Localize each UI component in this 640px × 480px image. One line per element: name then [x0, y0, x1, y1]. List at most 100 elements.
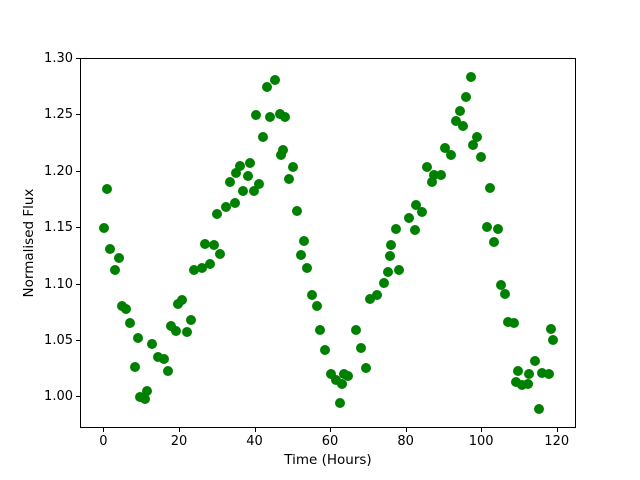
data-point — [496, 279, 507, 290]
data-point — [269, 75, 280, 86]
data-point — [421, 162, 432, 173]
data-point — [258, 131, 269, 142]
y-tick-mark — [76, 170, 80, 172]
data-point — [335, 398, 346, 409]
data-point — [534, 403, 545, 414]
data-point — [110, 264, 121, 275]
x-tick-label: 40 — [246, 434, 263, 449]
x-tick-label: 120 — [544, 434, 570, 449]
data-point — [242, 171, 253, 182]
data-point — [215, 249, 226, 260]
x-tick-mark — [254, 428, 256, 432]
data-point — [230, 198, 241, 209]
y-tick-mark — [76, 283, 80, 285]
data-point — [365, 294, 376, 305]
data-point — [530, 356, 541, 367]
data-point — [457, 120, 468, 131]
y-tick-label: 1.15 — [44, 220, 73, 236]
data-point — [548, 334, 559, 345]
data-point — [254, 179, 265, 190]
data-point — [185, 314, 196, 325]
data-point — [172, 298, 183, 309]
data-point — [394, 264, 405, 275]
data-point — [351, 324, 362, 335]
data-point — [391, 224, 402, 235]
data-point — [165, 321, 176, 332]
data-point — [311, 301, 322, 312]
y-tick-label: 1.25 — [44, 107, 73, 123]
data-point — [278, 145, 289, 156]
x-tick-label: 100 — [468, 434, 494, 449]
data-point — [509, 317, 520, 328]
data-point — [225, 176, 236, 187]
data-point — [537, 367, 548, 378]
data-point — [440, 143, 451, 154]
data-point — [371, 289, 382, 300]
data-point — [320, 345, 331, 356]
data-point — [302, 262, 313, 273]
data-point — [379, 278, 390, 289]
data-point — [385, 251, 396, 262]
y-tick-mark — [76, 114, 80, 116]
data-point — [182, 326, 193, 337]
data-point — [511, 376, 522, 387]
data-point — [200, 239, 211, 249]
y-tick-mark — [76, 58, 80, 59]
y-tick-mark — [76, 340, 80, 341]
data-point — [120, 304, 131, 315]
data-point — [292, 206, 303, 217]
data-point — [298, 235, 309, 246]
data-point — [411, 199, 422, 210]
data-point — [211, 208, 222, 219]
data-point — [130, 361, 141, 372]
data-point — [230, 167, 241, 178]
data-point — [196, 262, 207, 273]
data-point — [361, 363, 372, 374]
data-point — [208, 240, 219, 251]
x-tick-mark — [556, 428, 558, 432]
data-point — [417, 207, 428, 218]
data-point — [476, 152, 487, 163]
y-tick-label: 1.10 — [44, 276, 73, 292]
data-point — [163, 366, 174, 377]
data-point — [275, 109, 286, 120]
y-tick-label: 1.00 — [44, 389, 73, 405]
data-point — [250, 110, 261, 121]
data-point — [499, 288, 510, 299]
data-point — [158, 354, 169, 365]
data-point — [481, 222, 492, 233]
x-tick-mark — [481, 428, 483, 432]
data-point — [355, 342, 366, 353]
data-point — [171, 325, 182, 336]
data-point — [436, 170, 446, 181]
x-tick-mark — [103, 428, 105, 432]
data-point — [315, 324, 326, 335]
data-point — [265, 111, 276, 122]
data-point — [102, 183, 113, 194]
data-point — [450, 116, 461, 127]
y-axis-label: Normalised Flux — [21, 188, 37, 298]
data-point — [517, 380, 528, 390]
data-point — [403, 213, 414, 224]
data-point — [262, 82, 273, 93]
data-point — [140, 393, 151, 404]
data-point — [383, 267, 394, 278]
y-tick-label: 1.30 — [44, 51, 73, 66]
data-point — [503, 316, 514, 327]
data-point — [113, 252, 124, 263]
x-axis-label: Time (Hours) — [284, 452, 372, 468]
y-tick-mark — [76, 396, 80, 398]
data-point — [275, 149, 286, 160]
y-tick-label: 1.20 — [44, 163, 73, 179]
data-point — [284, 173, 295, 184]
x-tick-label: 80 — [397, 434, 414, 449]
data-point — [176, 295, 187, 306]
data-point — [455, 105, 466, 116]
data-point — [142, 385, 153, 396]
data-point — [465, 72, 476, 83]
data-point — [543, 368, 554, 379]
data-point — [146, 339, 157, 350]
x-tick-mark — [405, 428, 407, 432]
data-point — [385, 240, 396, 251]
